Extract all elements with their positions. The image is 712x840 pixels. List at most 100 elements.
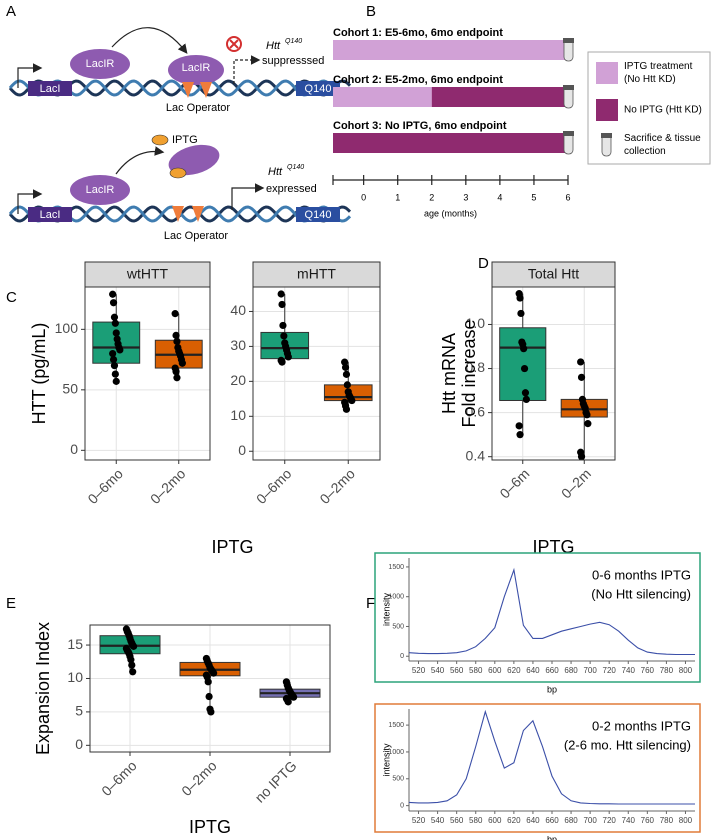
x-tick-label: 580 bbox=[469, 816, 483, 825]
repressor-label: LacIR bbox=[182, 62, 211, 74]
x-tick-label: 560 bbox=[450, 666, 464, 675]
x-axis-title: IPTG bbox=[211, 537, 253, 557]
y-tick-label: 0 bbox=[400, 802, 404, 809]
x-tick-label: 580 bbox=[469, 666, 483, 675]
x-tick-label: 2 bbox=[429, 192, 434, 202]
plot-border bbox=[84, 286, 211, 461]
data-point bbox=[204, 678, 212, 686]
data-point bbox=[577, 358, 585, 366]
block-icon bbox=[229, 39, 239, 49]
gene-box bbox=[296, 207, 340, 222]
x-tick-label: 600 bbox=[488, 666, 502, 675]
data-point bbox=[130, 642, 138, 650]
data-point bbox=[109, 349, 117, 358]
operator-site bbox=[182, 82, 194, 98]
data-point bbox=[284, 698, 292, 706]
tube-cap bbox=[563, 85, 574, 90]
x-tick-label: 5 bbox=[531, 192, 536, 202]
x-tick-label: 4 bbox=[497, 192, 502, 202]
annotation: (No Htt silencing) bbox=[591, 586, 691, 601]
data-point bbox=[516, 431, 524, 439]
legend-swatch bbox=[596, 62, 618, 84]
facet-strip bbox=[491, 261, 616, 288]
y-tick-label: 1.0 bbox=[466, 315, 486, 331]
x-tick-label: 520 bbox=[412, 816, 426, 825]
x-tick-label: 1 bbox=[395, 192, 400, 202]
x-tick-label: 680 bbox=[564, 666, 578, 675]
gene-label: LacI bbox=[40, 83, 61, 95]
trace bbox=[408, 709, 695, 805]
y-tick-label: 30 bbox=[230, 337, 246, 353]
data-point bbox=[515, 422, 523, 430]
data-point bbox=[342, 405, 351, 413]
annotation: (2-6 mo. Htt silencing) bbox=[564, 737, 691, 752]
inducer bbox=[151, 134, 169, 146]
data-point bbox=[207, 708, 215, 716]
x-tick-label: 0–6mo bbox=[84, 465, 126, 507]
x-tick-label: 640 bbox=[526, 666, 540, 675]
data-point bbox=[577, 373, 586, 381]
data-point bbox=[278, 358, 286, 366]
gene-box bbox=[28, 207, 72, 222]
data-point bbox=[520, 364, 529, 373]
cohort-label: Cohort 1: E5-6mo, 6mo endpoint bbox=[333, 27, 503, 39]
gene-superscript: Q140 bbox=[287, 164, 304, 171]
x-tick-label: no IPTG bbox=[252, 757, 300, 805]
y-tick-label: 20 bbox=[230, 372, 246, 388]
gene-box bbox=[28, 81, 72, 96]
cohort-label: Cohort 3: No IPTG, 6mo endpoint bbox=[333, 120, 507, 132]
inducer bbox=[169, 167, 187, 179]
y-tick-label: 1500 bbox=[388, 564, 404, 571]
y-tick-label: 500 bbox=[392, 623, 404, 630]
data-point bbox=[173, 337, 181, 346]
operator-site bbox=[192, 206, 204, 222]
cohort-segment bbox=[333, 133, 568, 153]
operator-label: Lac Operator bbox=[166, 102, 231, 114]
gene-label: Q140 bbox=[305, 83, 332, 95]
y-tick-label: 0.8 bbox=[466, 359, 486, 375]
data-point bbox=[584, 420, 592, 428]
y-tick-label: 500 bbox=[392, 776, 404, 783]
cohort-label: Cohort 2: E5-2mo, 6mo endpoint bbox=[333, 74, 503, 86]
legend-box bbox=[587, 51, 711, 165]
data-point bbox=[342, 370, 351, 378]
legend-swatch bbox=[596, 99, 618, 121]
data-point bbox=[173, 374, 181, 382]
y-tick-label: 50 bbox=[62, 381, 78, 397]
data-point bbox=[290, 693, 298, 701]
operator-site bbox=[172, 206, 184, 222]
repressor bbox=[70, 49, 130, 79]
data-point bbox=[284, 353, 292, 361]
panel-label: D bbox=[478, 255, 489, 272]
x-tick-label: 800 bbox=[679, 816, 693, 825]
data-point bbox=[178, 359, 186, 367]
gene-label: LacI bbox=[40, 209, 61, 221]
tube-cap bbox=[563, 131, 574, 136]
operator-site bbox=[200, 82, 212, 98]
x-tick-label: 620 bbox=[507, 666, 521, 675]
y-tick-label: 0.4 bbox=[466, 447, 486, 463]
repressor bbox=[168, 144, 220, 176]
x-tick-label: 700 bbox=[583, 816, 597, 825]
x-tick-label: 0–2mo bbox=[316, 465, 358, 507]
data-point bbox=[205, 692, 213, 701]
x-tick-label: 0 bbox=[361, 192, 366, 202]
x-tick-label: 0–6mo bbox=[98, 757, 140, 799]
repressor bbox=[168, 55, 224, 85]
panel-label: F bbox=[366, 595, 375, 612]
data-point bbox=[129, 668, 137, 676]
data-point bbox=[110, 313, 119, 321]
x-tick-label: 740 bbox=[622, 816, 636, 825]
x-tick-label: 540 bbox=[431, 816, 445, 825]
x-tick-label: 740 bbox=[622, 666, 636, 675]
plot-border bbox=[252, 286, 381, 461]
y-tick-label: 5 bbox=[75, 703, 83, 719]
plot-border bbox=[89, 624, 331, 753]
y-axis-title: Fold increase bbox=[459, 319, 479, 427]
x-tick-label: 560 bbox=[450, 816, 464, 825]
facet-strip bbox=[84, 261, 211, 288]
facet-title: mHTT bbox=[297, 266, 336, 282]
data-point bbox=[110, 362, 119, 370]
data-point bbox=[577, 453, 586, 461]
